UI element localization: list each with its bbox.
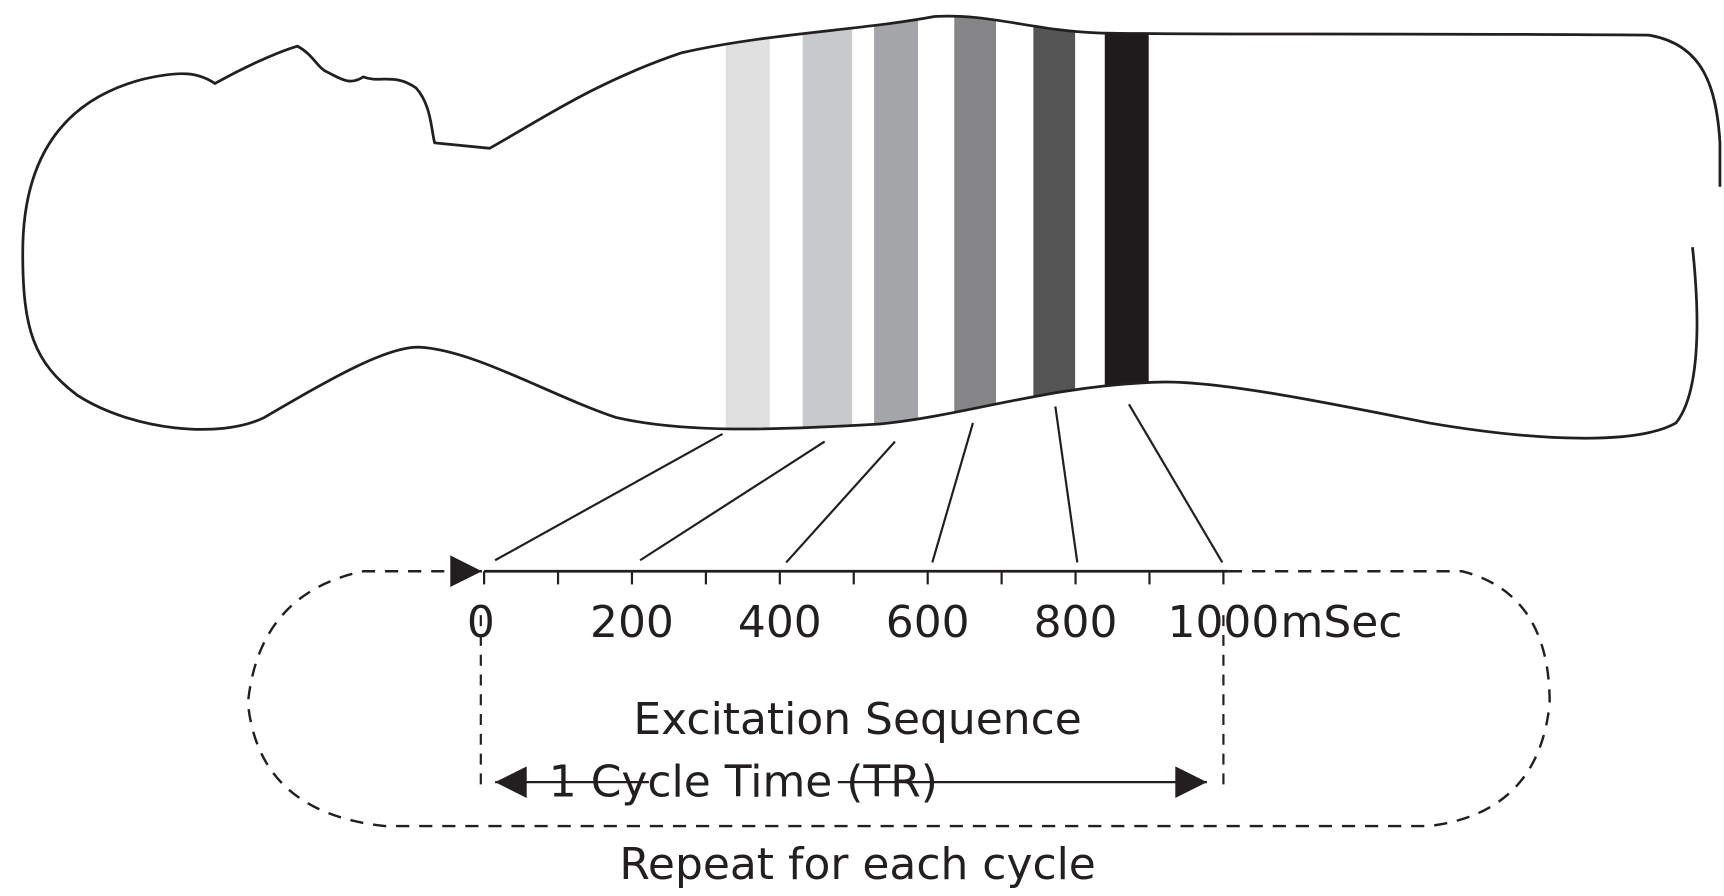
slice xyxy=(1033,16,1076,439)
body-outline xyxy=(21,14,1722,440)
leader-line xyxy=(494,432,724,562)
tick-label: 0 xyxy=(467,597,495,648)
tick-label: 600 xyxy=(886,597,970,648)
ticks xyxy=(483,571,1225,585)
axis-unit: mSec xyxy=(1281,597,1403,648)
slice xyxy=(1104,16,1149,439)
leader-line xyxy=(1127,403,1224,564)
slice xyxy=(802,16,853,439)
tick-label: 1000 xyxy=(1167,597,1279,648)
tick-label: 800 xyxy=(1034,597,1118,648)
repeat-loop xyxy=(246,555,1551,828)
tick-label: 400 xyxy=(738,597,822,648)
sequence-label: Excitation Sequence xyxy=(633,694,1081,745)
slices xyxy=(725,16,1149,439)
slice xyxy=(954,16,997,439)
leader-lines xyxy=(494,403,1224,564)
leader-line xyxy=(639,440,826,562)
leader-line xyxy=(931,422,975,563)
leader-line xyxy=(1054,406,1079,563)
slice xyxy=(874,16,919,439)
repeat-label: Repeat for each cycle xyxy=(619,839,1096,890)
cycle-time-label: 1 Cycle Time (TR) xyxy=(549,756,938,807)
slice xyxy=(725,16,770,439)
tick-label: 200 xyxy=(590,597,674,648)
leader-line xyxy=(785,440,896,564)
